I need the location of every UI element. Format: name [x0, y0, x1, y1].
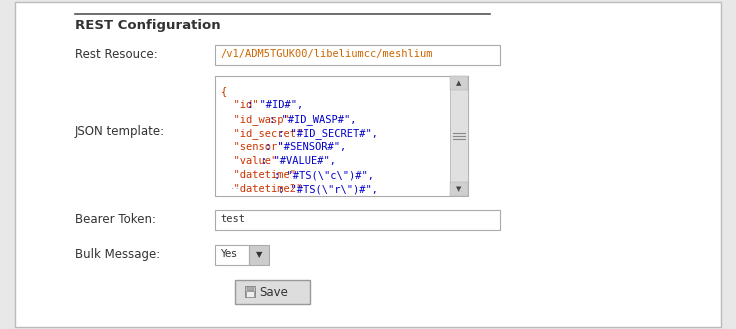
- Text: "datetime": "datetime": [221, 170, 296, 180]
- Bar: [245, 286, 255, 297]
- Bar: [215, 76, 468, 196]
- Text: JSON template:: JSON template:: [75, 125, 165, 139]
- Text: ...: ...: [221, 182, 244, 191]
- Text: "id": "id": [221, 100, 258, 110]
- Text: Save: Save: [259, 286, 288, 298]
- Text: {: {: [221, 86, 227, 96]
- Bar: [450, 182, 468, 196]
- Text: "value": "value": [221, 156, 277, 166]
- Text: Bulk Message:: Bulk Message:: [75, 248, 160, 261]
- Text: Rest Resouce:: Rest Resouce:: [75, 48, 158, 61]
- Text: : "#ID#",: : "#ID#",: [247, 100, 304, 110]
- Text: REST Configuration: REST Configuration: [75, 19, 221, 32]
- Text: "datetime2": "datetime2": [221, 184, 302, 194]
- Text: Yes: Yes: [220, 249, 237, 259]
- Text: ⋱: ⋱: [457, 188, 464, 194]
- Bar: [249, 245, 269, 265]
- Text: test: test: [220, 214, 245, 224]
- Text: : "#TS(\"c\")#",: : "#TS(\"c\")#",: [274, 170, 374, 180]
- Bar: [235, 280, 310, 304]
- Text: : "#ID_WASP#",: : "#ID_WASP#",: [269, 114, 357, 125]
- Text: ▼: ▼: [255, 250, 262, 260]
- Bar: [215, 245, 249, 265]
- Text: "id_wasp": "id_wasp": [221, 114, 290, 125]
- Text: /v1/ADM5TGUK00/libeliumcc/meshlium: /v1/ADM5TGUK00/libeliumcc/meshlium: [220, 49, 433, 59]
- Text: ▼: ▼: [456, 186, 461, 192]
- Text: "sensor": "sensor": [221, 142, 283, 152]
- Bar: [450, 76, 468, 196]
- Bar: [215, 210, 500, 230]
- Bar: [246, 291, 254, 297]
- Text: "id_secret": "id_secret": [221, 128, 302, 139]
- Text: : "#SENSOR#",: : "#SENSOR#",: [265, 142, 346, 152]
- Bar: [450, 76, 468, 90]
- Text: : "#ID_SECRET#",: : "#ID_SECRET#",: [278, 128, 378, 139]
- Text: ▲: ▲: [456, 80, 461, 86]
- Text: : "#TS(\"r\")#",: : "#TS(\"r\")#",: [278, 184, 378, 194]
- Bar: [215, 45, 500, 65]
- Text: Bearer Token:: Bearer Token:: [75, 213, 156, 226]
- Bar: [247, 286, 253, 290]
- Text: : "#VALUE#",: : "#VALUE#",: [261, 156, 336, 166]
